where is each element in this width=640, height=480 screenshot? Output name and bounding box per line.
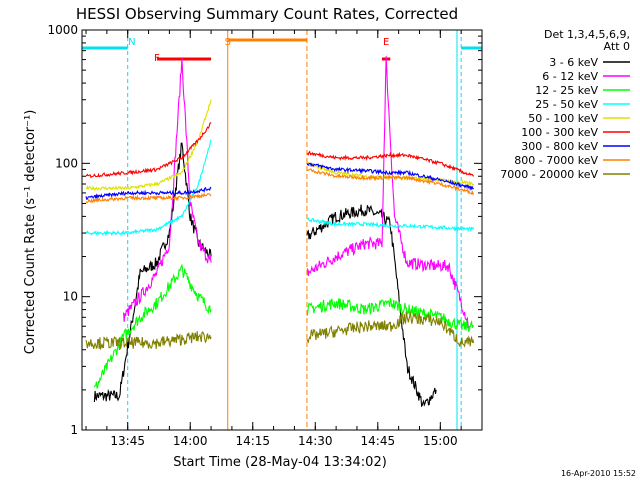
legend-label-8: 7000 - 20000 keV bbox=[500, 168, 598, 181]
y-axis-label: Corrected Count Rate (s⁻¹ detector⁻¹) bbox=[23, 110, 38, 355]
x-tick-label-0: 13:45 bbox=[110, 434, 145, 448]
series-line-5-seg-1 bbox=[306, 150, 475, 177]
series-line-3-seg-0 bbox=[85, 139, 212, 237]
y-tick-label-0: 1 bbox=[70, 423, 78, 437]
y-axis: 1 10 100 1000 bbox=[47, 23, 482, 437]
annotation-n: N bbox=[128, 37, 135, 48]
legend-label-5: 100 - 300 keV bbox=[521, 126, 598, 139]
footer-timestamp: 16-Apr-2010 15:52 bbox=[561, 469, 636, 478]
annotation-e: E bbox=[383, 37, 389, 48]
x-tick-label-5: 15:00 bbox=[423, 434, 458, 448]
series-line-7-seg-0 bbox=[85, 192, 212, 204]
series-line-0-seg-0 bbox=[93, 142, 212, 403]
chart-title: HESSI Observing Summary Count Rates, Cor… bbox=[76, 5, 458, 23]
y-tick-label-1: 10 bbox=[63, 290, 78, 304]
legend-label-4: 50 - 100 keV bbox=[528, 112, 598, 125]
legend-label-6: 300 - 800 keV bbox=[521, 140, 598, 153]
annotation-s: S bbox=[225, 37, 231, 48]
x-tick-label-4: 14:45 bbox=[361, 434, 396, 448]
y-tick-label-3: 1000 bbox=[47, 23, 78, 37]
series-line-8-seg-0 bbox=[85, 331, 212, 351]
series-line-6-seg-0 bbox=[85, 186, 212, 200]
series-line-1-seg-0 bbox=[122, 57, 212, 322]
series-line-5-seg-0 bbox=[85, 122, 212, 179]
series-line-1-seg-1 bbox=[306, 56, 470, 329]
x-tick-label-1: 14:00 bbox=[173, 434, 208, 448]
legend-label-2: 12 - 25 keV bbox=[535, 84, 598, 97]
plot-area: N F S E bbox=[81, 30, 482, 430]
legend-header-line1: Det 1,3,4,5,6,9, bbox=[544, 28, 630, 41]
x-tick-label-3: 14:30 bbox=[298, 434, 333, 448]
y-tick-label-2: 100 bbox=[55, 156, 78, 170]
x-axis-label: Start Time (28-May-04 13:34:02) bbox=[173, 455, 387, 470]
series-line-3-seg-1 bbox=[306, 217, 475, 233]
x-tick-label-2: 14:15 bbox=[235, 434, 270, 448]
series-line-7-seg-1 bbox=[306, 168, 475, 196]
series-line-0-seg-1 bbox=[306, 204, 437, 408]
annotation-f: F bbox=[154, 53, 160, 64]
plot-frame bbox=[81, 29, 483, 431]
series-line-4-seg-0 bbox=[86, 99, 212, 192]
legend-label-1: 6 - 12 keV bbox=[542, 70, 598, 83]
x-axis: 13:45 14:00 14:15 14:30 14:45 15:00 bbox=[85, 30, 483, 448]
series-line-6-seg-1 bbox=[306, 162, 475, 192]
legend-header-line2: Att 0 bbox=[604, 40, 630, 53]
series-line-8-seg-1 bbox=[306, 311, 475, 348]
legend-label-3: 25 - 50 keV bbox=[535, 98, 598, 111]
legend-label-7: 800 - 7000 keV bbox=[514, 154, 598, 167]
legend-label-0: 3 - 6 keV bbox=[549, 56, 598, 69]
series-line-2-seg-0 bbox=[93, 263, 212, 389]
